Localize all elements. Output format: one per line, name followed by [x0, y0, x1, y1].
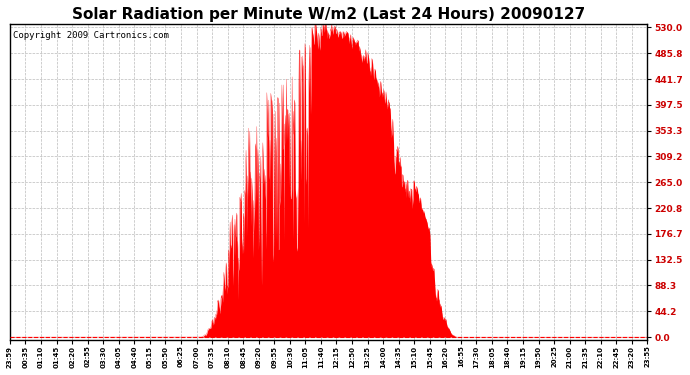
Text: Copyright 2009 Cartronics.com: Copyright 2009 Cartronics.com [13, 31, 169, 40]
Title: Solar Radiation per Minute W/m2 (Last 24 Hours) 20090127: Solar Radiation per Minute W/m2 (Last 24… [72, 7, 585, 22]
